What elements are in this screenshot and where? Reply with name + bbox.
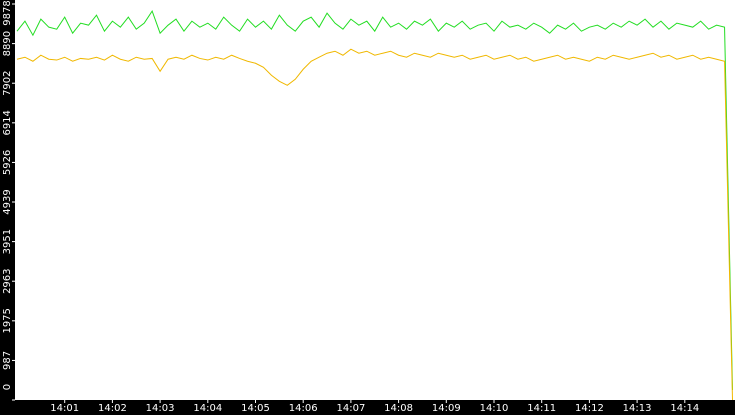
y-tick-label: 1975 (2, 308, 13, 333)
y-tick-label: 6914 (2, 110, 13, 135)
x-tick-label: 14:08 (384, 403, 413, 414)
series-line (16, 48, 733, 401)
x-tick-label: 14:01 (50, 403, 79, 414)
x-tick-label: 14:11 (527, 403, 556, 414)
y-tick-label: 2963 (2, 268, 13, 293)
x-tick-label: 14:13 (623, 403, 652, 414)
x-tick-label: 14:10 (480, 403, 509, 414)
x-tick-label: 14:04 (193, 403, 222, 414)
x-tick-label: 14:03 (146, 403, 175, 414)
y-tick-label: 9878 (2, 0, 13, 25)
y-tick-label: 8890 (2, 31, 13, 56)
x-tick-label: 14:14 (670, 403, 699, 414)
x-tick-label: 14:05 (241, 403, 270, 414)
x-tick-label: 14:12 (575, 403, 604, 414)
x-tick-label: 14:07 (336, 403, 365, 414)
x-tick-label: 14:06 (289, 403, 318, 414)
y-tick-label: 5926 (2, 150, 13, 175)
series-line (16, 10, 733, 390)
y-tick-label: 0 (2, 384, 13, 390)
y-tick-label: 987 (2, 351, 13, 370)
y-tick-label: 4939 (2, 189, 13, 214)
y-tick-label: 3951 (2, 229, 13, 254)
x-tick-label: 14:02 (98, 403, 127, 414)
plot-area (15, 0, 735, 400)
y-tick-label: 7902 (2, 70, 13, 95)
x-tick-label: 14:09 (432, 403, 461, 414)
